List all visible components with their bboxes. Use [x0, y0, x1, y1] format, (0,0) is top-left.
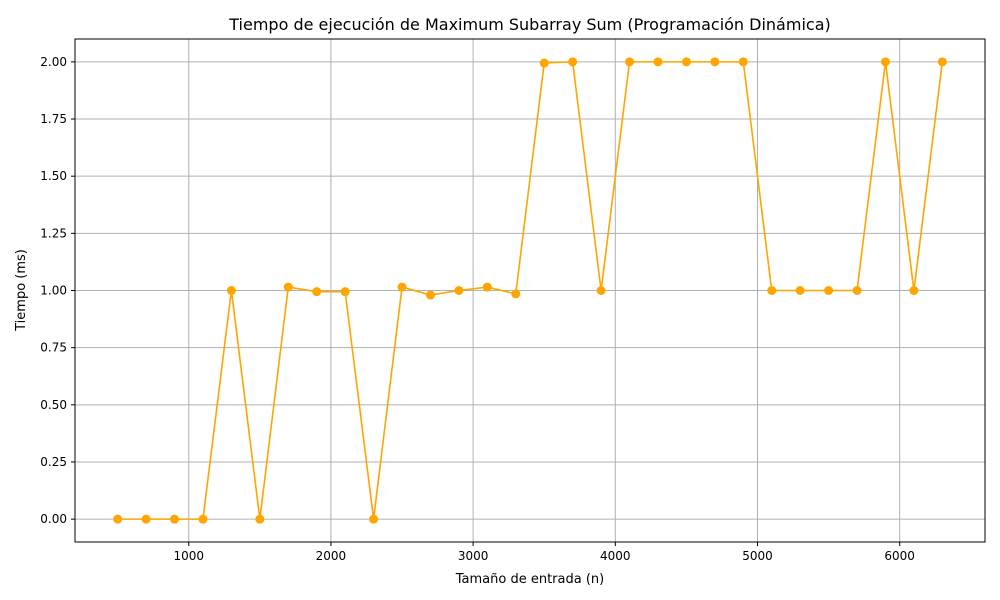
data-point: [369, 514, 379, 524]
data-point: [824, 286, 834, 295]
data-point: [738, 57, 748, 67]
data-point: [425, 290, 435, 300]
data-point: [340, 287, 350, 297]
y-tick-label: 0.50: [40, 398, 67, 412]
data-point: [909, 286, 919, 295]
data-point: [141, 514, 151, 524]
data-point: [795, 286, 805, 295]
x-tick-label: 6000: [884, 549, 915, 563]
y-tick-label: 0.75: [40, 341, 67, 355]
data-point: [198, 514, 208, 524]
data-point: [454, 286, 464, 295]
data-point: [312, 287, 322, 297]
data-point: [710, 57, 720, 67]
data-point: [397, 282, 407, 292]
data-point: [511, 289, 521, 299]
data-point: [568, 57, 578, 67]
x-axis: 1000 2000 3000 4000 5000 6000: [173, 542, 915, 563]
data-point: [767, 286, 777, 295]
data-point: [653, 57, 663, 67]
data-point: [539, 58, 549, 68]
data-point: [852, 286, 862, 295]
data-point: [482, 282, 492, 292]
y-axis-label: Tiempo (ms): [14, 249, 29, 332]
data-point: [283, 282, 293, 292]
data-point: [255, 514, 265, 524]
y-tick-label: 1.75: [40, 112, 67, 126]
x-tick-label: 5000: [742, 549, 773, 563]
y-axis: 0.00 0.25 0.50 0.75 1.00 1.25 1.50 1.75 2.00: [40, 55, 75, 526]
x-tick-label: 3000: [458, 549, 489, 563]
data-point: [596, 286, 606, 295]
y-tick-label: 0.25: [40, 455, 67, 469]
y-tick-label: 0.00: [40, 512, 67, 526]
data-point: [625, 57, 635, 67]
data-point: [937, 57, 947, 67]
chart-title: Tiempo de ejecución de Maximum Subarray …: [228, 15, 830, 34]
y-tick-label: 1.50: [40, 169, 67, 183]
x-tick-label: 4000: [600, 549, 631, 563]
series-layer: [113, 57, 947, 524]
data-point: [113, 514, 123, 524]
data-point: [170, 514, 180, 524]
series-line: [117, 61, 944, 520]
data-point: [880, 57, 890, 67]
x-axis-label: Tamaño de entrada (n): [455, 572, 604, 587]
y-tick-label: 1.00: [40, 284, 67, 298]
x-tick-label: 2000: [316, 549, 347, 563]
x-tick-label: 1000: [173, 549, 204, 563]
data-point: [681, 57, 691, 67]
y-tick-label: 2.00: [40, 55, 67, 69]
data-point: [226, 286, 236, 295]
y-tick-label: 1.25: [40, 226, 67, 240]
